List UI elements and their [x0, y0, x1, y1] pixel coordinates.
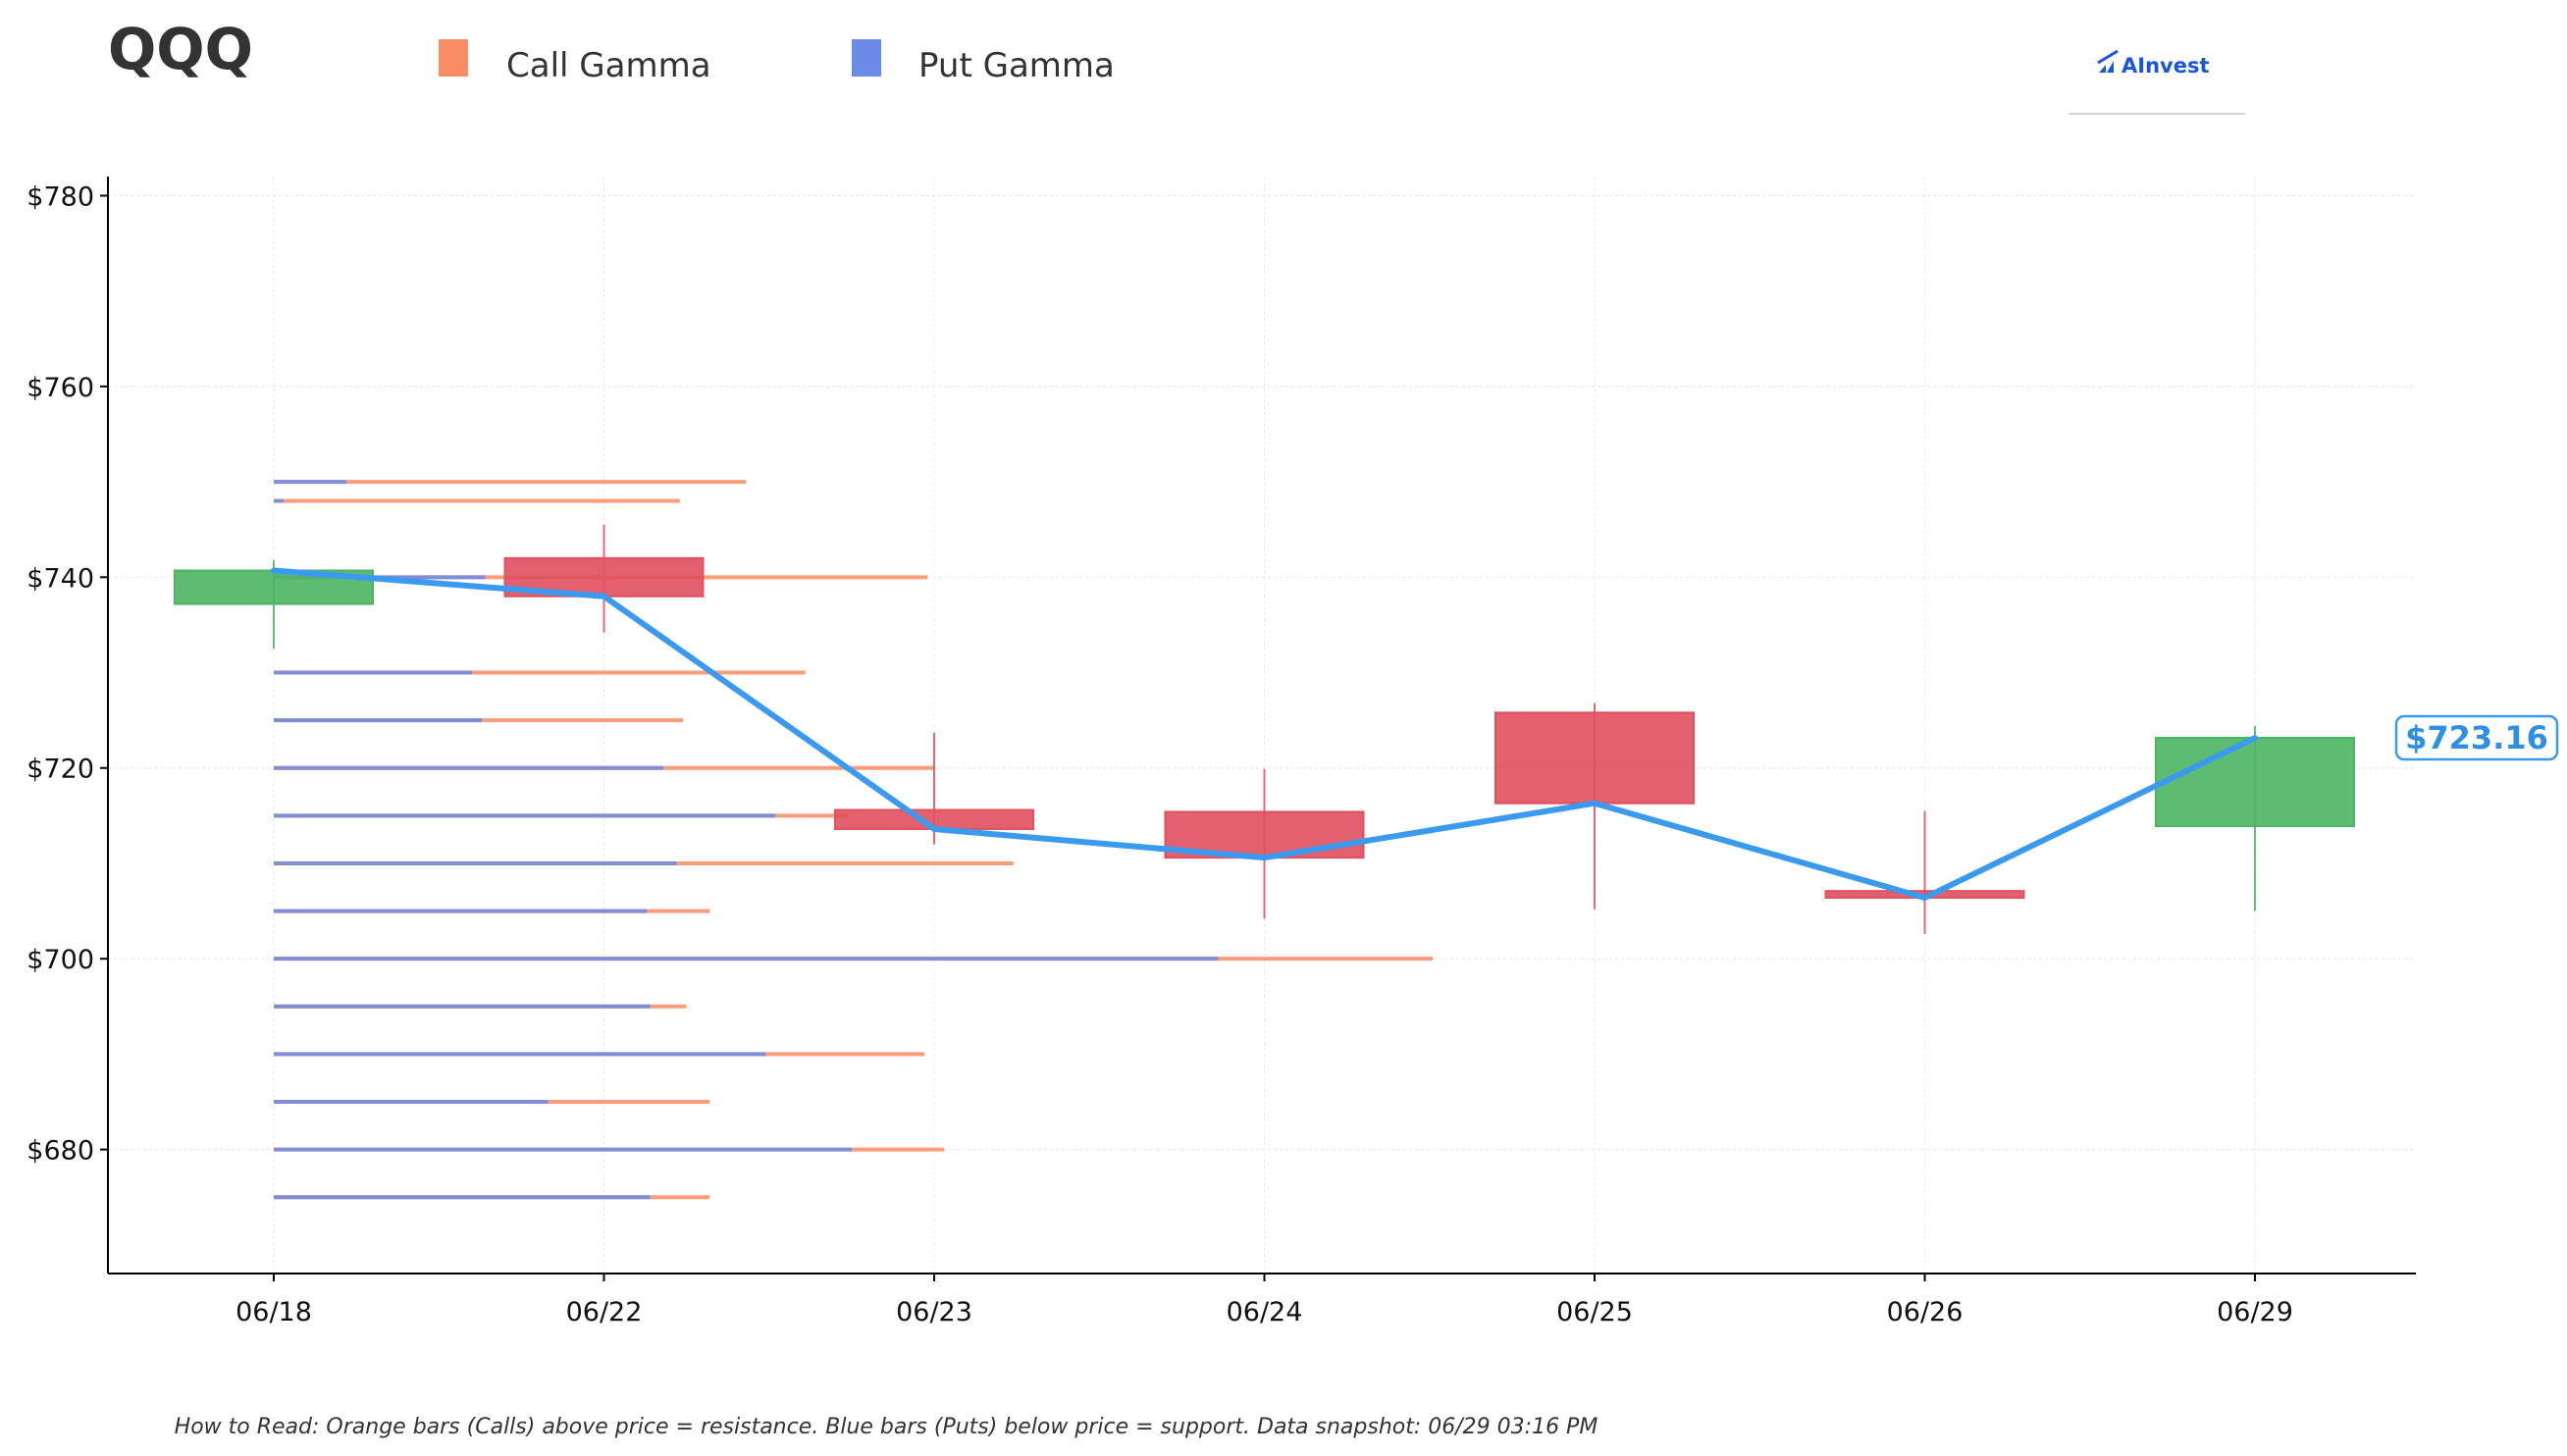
y-tick-label: $720 — [26, 754, 94, 785]
put-legend-swatch — [852, 39, 881, 77]
y-tick-label: $780 — [26, 182, 94, 212]
x-tick-label: 06/18 — [236, 1297, 312, 1327]
last-price-box — [2394, 714, 2559, 761]
logo-text: AInvest — [2122, 54, 2210, 78]
call-legend-swatch — [439, 39, 468, 77]
price-line-layer — [271, 567, 2258, 901]
candle-body — [2155, 737, 2355, 828]
last-price-label: $723.16 — [2394, 714, 2559, 761]
axes: $680 $700 $720 $740 $760 $780 06/18 06/22 06/23 0… — [26, 177, 2416, 1327]
last-price-value: $723.16 — [2405, 719, 2548, 756]
ainvest-logo: AInvest — [2069, 49, 2245, 115]
y-tick-label: $700 — [26, 945, 94, 975]
x-tick-label: 06/29 — [2217, 1297, 2293, 1327]
chart-title: QQQ — [108, 16, 253, 82]
grid — [108, 177, 2416, 1274]
footnote: How to Read: Orange bars (Calls) above p… — [175, 1415, 1598, 1439]
x-tick-label: 06/22 — [566, 1297, 643, 1327]
x-tick-label: 06/25 — [1556, 1297, 1633, 1327]
candles — [174, 524, 2355, 934]
gamma-bars — [274, 480, 1434, 1200]
y-tick-label: $760 — [26, 373, 94, 403]
price-line — [271, 567, 2258, 901]
legend: Call Gamma Put Gamma — [439, 39, 1115, 85]
candle-body — [1494, 711, 1695, 805]
x-tick-label: 06/26 — [1887, 1297, 1964, 1327]
y-tick-label: $740 — [26, 563, 94, 594]
logo-chart-icon — [2097, 49, 2119, 73]
x-tick-label: 06/24 — [1227, 1297, 1303, 1327]
put-legend-label: Put Gamma — [918, 46, 1115, 85]
y-tick-label: $680 — [26, 1136, 94, 1167]
x-tick-label: 06/23 — [896, 1297, 972, 1327]
call-legend-label: Call Gamma — [506, 46, 711, 85]
